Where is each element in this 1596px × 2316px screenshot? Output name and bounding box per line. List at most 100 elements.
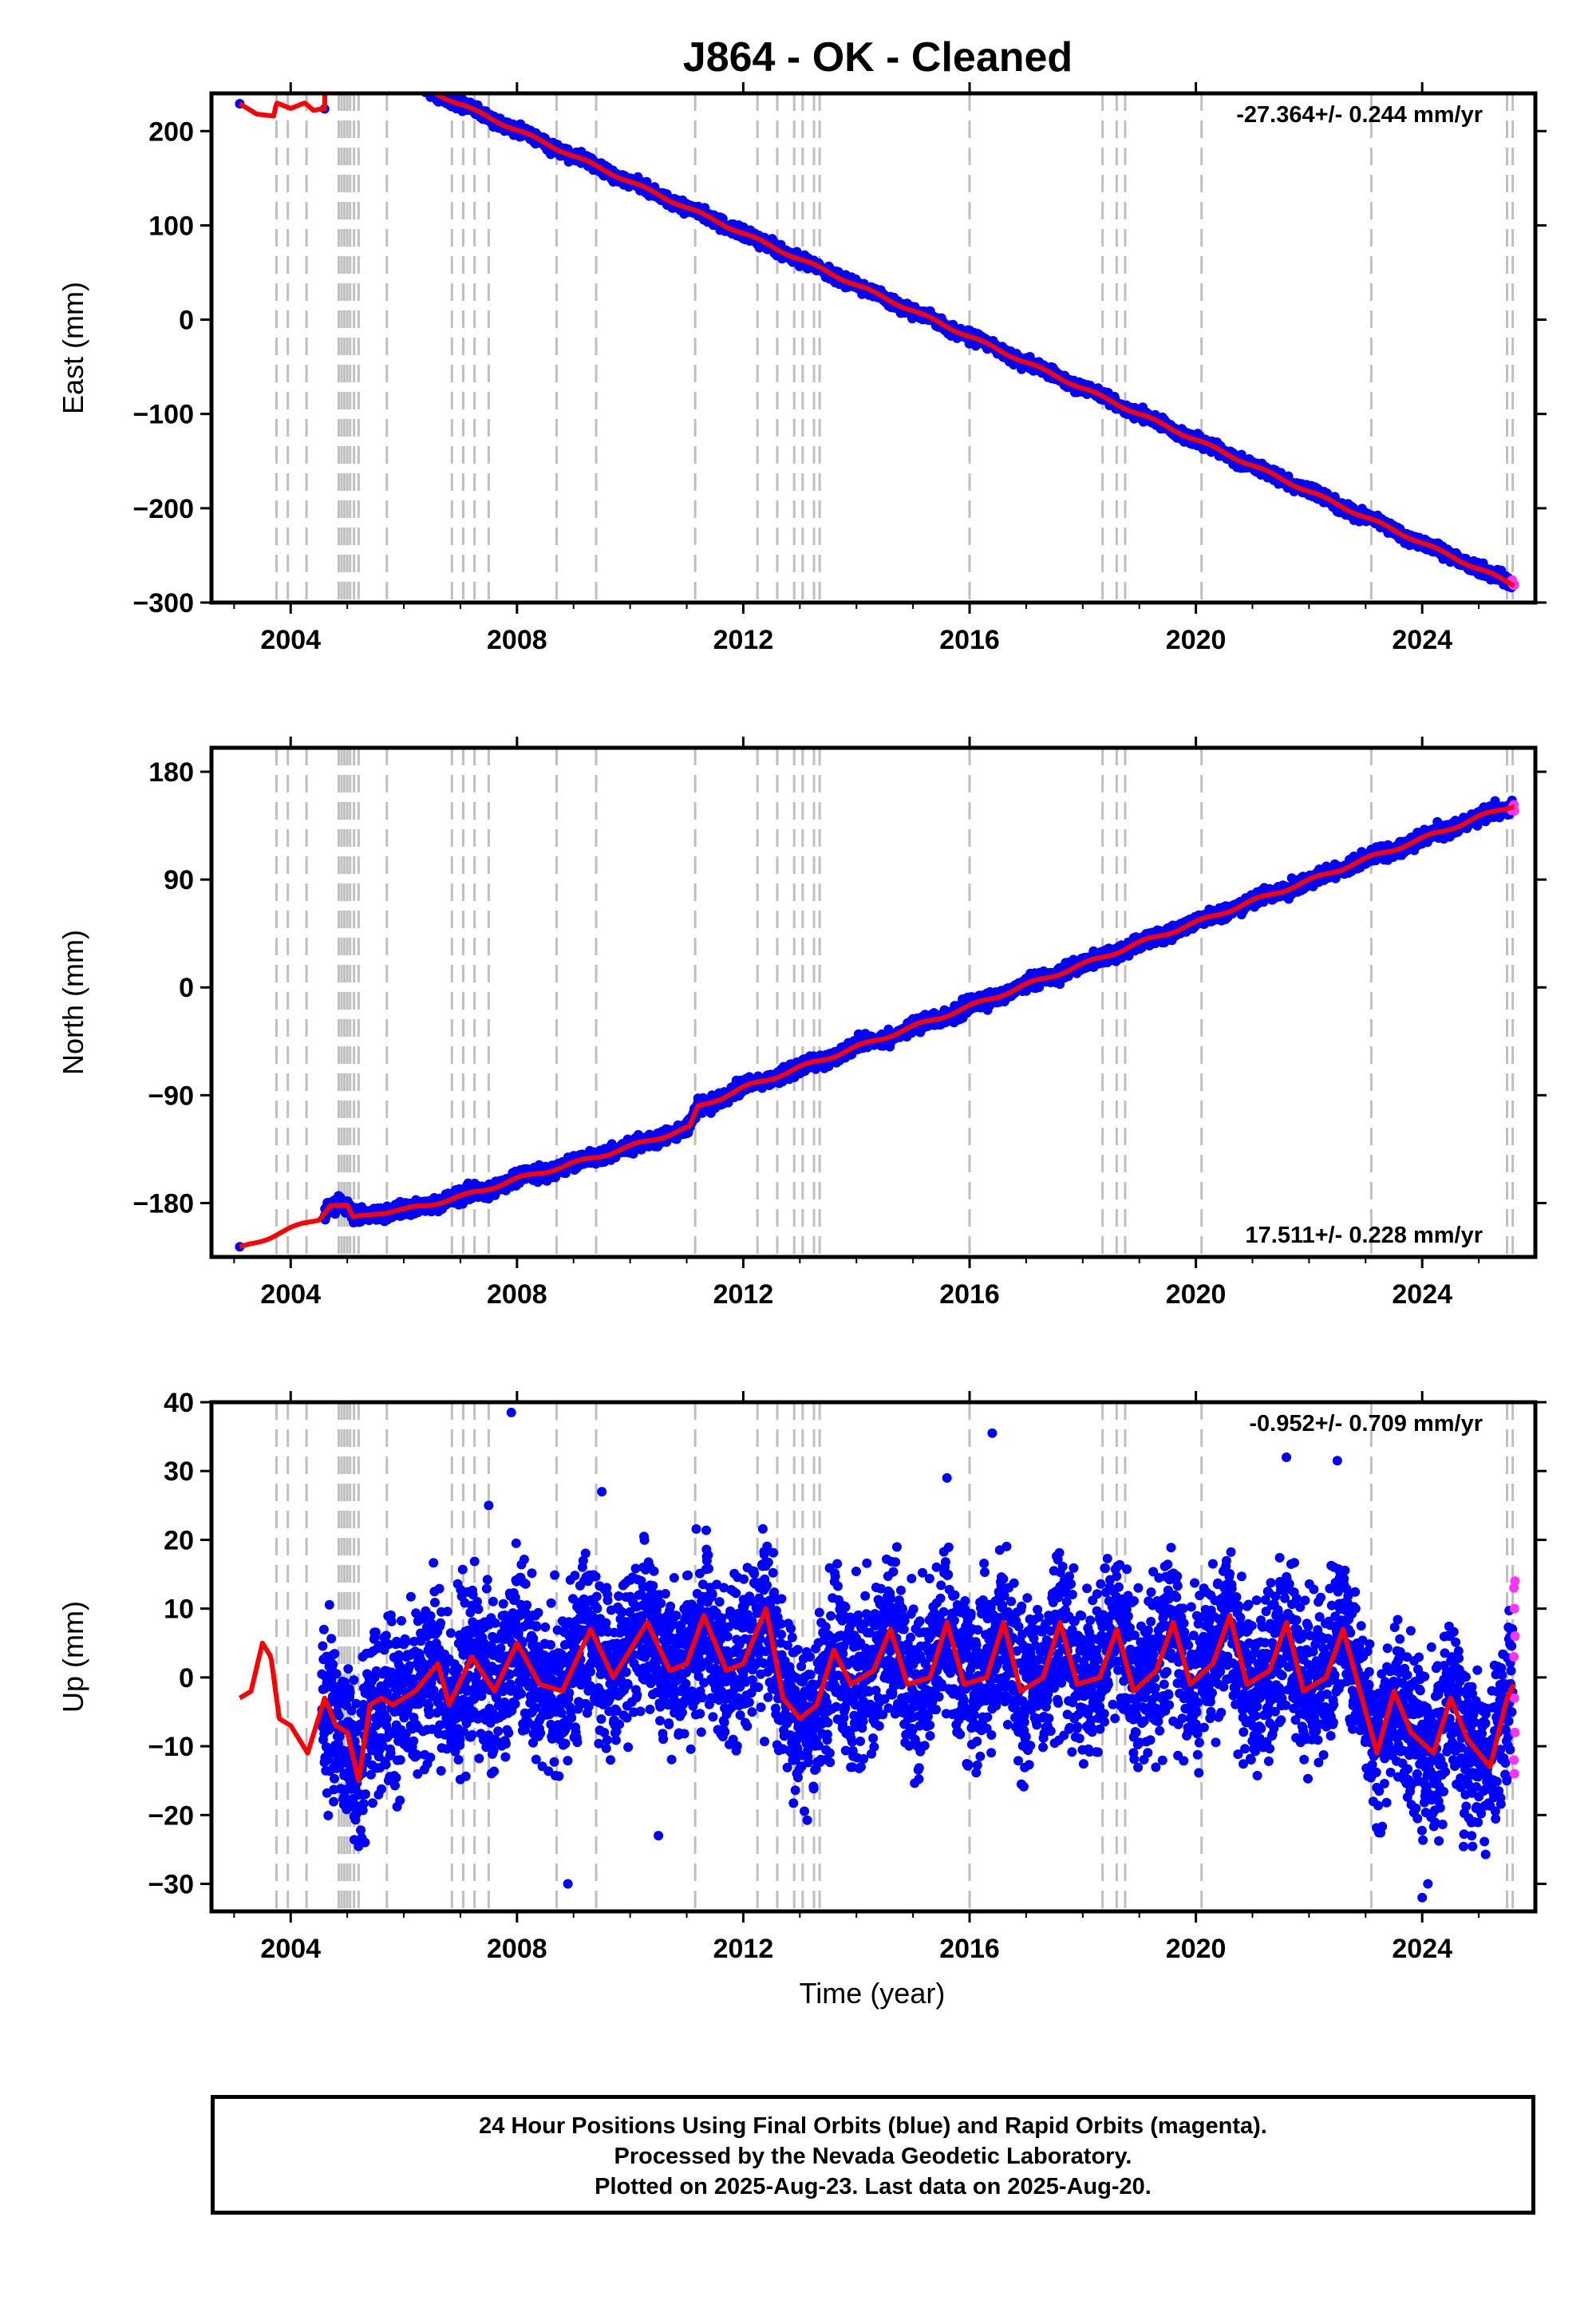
east-data-point <box>361 55 371 65</box>
east-data-point <box>392 70 401 80</box>
east-data-point <box>346 44 356 53</box>
chart-title: J864 - OK - Cleaned <box>682 34 1073 81</box>
east-data-point <box>416 81 425 91</box>
east-data-point <box>371 64 381 73</box>
east-data-point <box>393 77 403 87</box>
east-data-point <box>359 54 369 64</box>
east-data-point <box>381 65 391 75</box>
east-data-point <box>394 72 404 81</box>
east-data-point <box>338 47 347 57</box>
east-data-point <box>351 53 361 63</box>
east-data-point <box>366 55 376 65</box>
east-data-point <box>383 63 393 73</box>
east-data-point <box>372 62 381 72</box>
east-data-point <box>328 45 338 54</box>
east-data-point <box>332 42 342 52</box>
east-data-point <box>382 66 392 76</box>
east-data-point <box>406 73 416 83</box>
east-data-point <box>402 72 412 81</box>
east-data-point <box>351 47 361 57</box>
east-data-point <box>338 44 348 53</box>
east-data-point <box>324 41 334 50</box>
east-data-point <box>419 82 429 92</box>
east-data-point <box>396 76 405 85</box>
east-data-point <box>335 42 345 52</box>
north-panel: 2004 2008 2012 2016 2020 2024180900−90−180Nor… <box>57 737 1547 1310</box>
east-data-point <box>352 53 361 62</box>
east-data-point <box>379 64 389 73</box>
east-data-point <box>330 45 340 55</box>
east-data-point <box>361 50 371 60</box>
east-data-point <box>368 57 377 67</box>
east-data-point <box>373 61 383 71</box>
east-data-point <box>376 66 385 76</box>
east-data-point <box>397 74 407 84</box>
east-data-point <box>401 77 410 86</box>
east-data-point <box>397 69 406 79</box>
east-data-point <box>353 55 362 65</box>
east-data-point <box>334 46 344 56</box>
east-data-point <box>347 49 357 59</box>
east-data-point <box>369 56 378 65</box>
east-data-point <box>373 64 383 73</box>
east-data-point <box>385 67 395 77</box>
east-data-point <box>395 78 405 88</box>
east-data-point <box>349 49 358 59</box>
east-data-point <box>401 81 411 90</box>
east-data-point <box>331 42 341 52</box>
east-data-point <box>344 49 354 58</box>
east-data-point <box>397 75 406 85</box>
east-data-point <box>331 44 341 53</box>
east-data-point <box>421 81 431 90</box>
east-data-point <box>323 42 333 52</box>
east-data-point <box>388 66 397 76</box>
east-data-point <box>408 70 417 80</box>
east-data-point <box>422 82 432 92</box>
east-data-point <box>363 56 373 65</box>
east-data-point <box>369 59 379 69</box>
east-data-point <box>398 74 408 84</box>
north-data-points <box>235 795 1519 1252</box>
east-data-point <box>369 57 378 66</box>
east-data-point <box>340 47 350 57</box>
east-data-point <box>409 74 419 84</box>
east-data-point <box>403 72 413 81</box>
east-data-point <box>365 56 374 65</box>
east-data-point <box>361 50 370 60</box>
east-data-point <box>389 71 398 81</box>
east-data-point <box>386 67 396 77</box>
east-data-point <box>360 57 369 67</box>
east-data-point <box>395 71 405 81</box>
east-data-point <box>357 53 366 63</box>
east-x-tick-label: 2004 <box>260 625 321 655</box>
east-data-point <box>405 73 415 82</box>
east-data-point <box>402 76 412 85</box>
east-data-point <box>421 81 430 91</box>
east-data-point <box>384 69 393 79</box>
east-data-point <box>353 53 362 63</box>
east-data-point <box>394 68 404 77</box>
east-data-point <box>326 42 336 52</box>
east-data-point <box>349 48 358 57</box>
east-data-point <box>398 76 408 85</box>
east-data-point <box>417 76 427 85</box>
east-data-point <box>370 55 380 65</box>
east-data-point <box>381 69 390 78</box>
east-data-point <box>401 72 411 81</box>
east-data-point <box>405 74 415 84</box>
east-data-point <box>428 81 437 91</box>
east-data-point <box>326 38 336 47</box>
east-data-point <box>338 43 347 53</box>
east-data-point <box>419 77 429 87</box>
east-data-point <box>396 69 405 79</box>
east-data-point <box>342 45 351 55</box>
east-data-point <box>364 53 373 63</box>
east-data-point <box>423 81 433 91</box>
east-data-point <box>365 59 375 69</box>
east-x-tick-label: 2024 <box>1392 625 1452 655</box>
east-x-tick-label: 2020 <box>1166 625 1227 655</box>
east-data-point <box>414 77 424 87</box>
east-data-point <box>424 81 433 90</box>
east-data-point <box>335 44 345 53</box>
